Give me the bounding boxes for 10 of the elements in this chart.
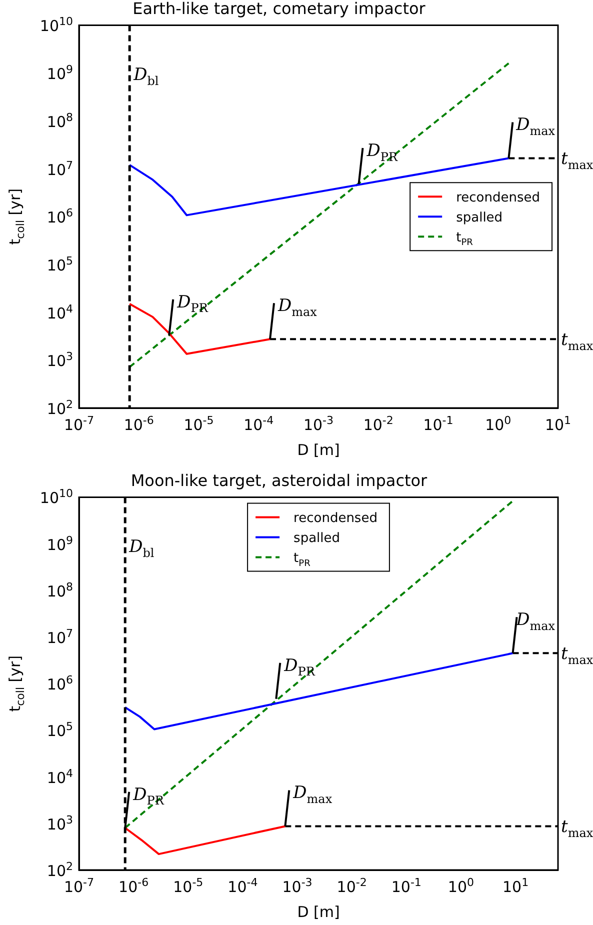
y-axis-title: tcoll [yr] — [6, 188, 28, 245]
legend-label: spalled — [456, 210, 503, 226]
y-axis-title: tcoll [yr] — [6, 655, 28, 712]
x-axis-title: D [m] — [297, 440, 340, 459]
chart-title: Moon-like target, asteroidal impactor — [130, 470, 428, 490]
legend-label: spalled — [294, 531, 340, 546]
legend-label: recondensed — [294, 511, 378, 526]
x-axis-title: D [m] — [297, 902, 340, 921]
chart-title: Earth-like target, cometary impactor — [132, 0, 426, 18]
legend-label: recondensed — [456, 190, 540, 206]
